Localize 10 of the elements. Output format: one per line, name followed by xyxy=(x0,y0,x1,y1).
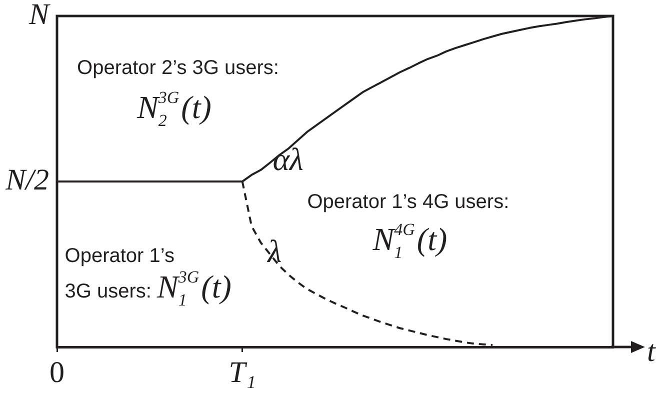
annotation: Operator 1’s 4G users: xyxy=(307,190,510,213)
text: N/2 xyxy=(4,163,49,196)
annotation: λ xyxy=(266,232,282,269)
annotation: Operator 2’s 3G users: xyxy=(77,56,279,79)
x-axis-title: t xyxy=(647,334,656,368)
text: N xyxy=(28,0,51,31)
annotation: Operator 1’s xyxy=(64,244,174,267)
x-tick-label: T₁ xyxy=(228,356,256,389)
annotation: αλ xyxy=(272,140,304,177)
x-tick-label: 0 xyxy=(50,356,64,389)
